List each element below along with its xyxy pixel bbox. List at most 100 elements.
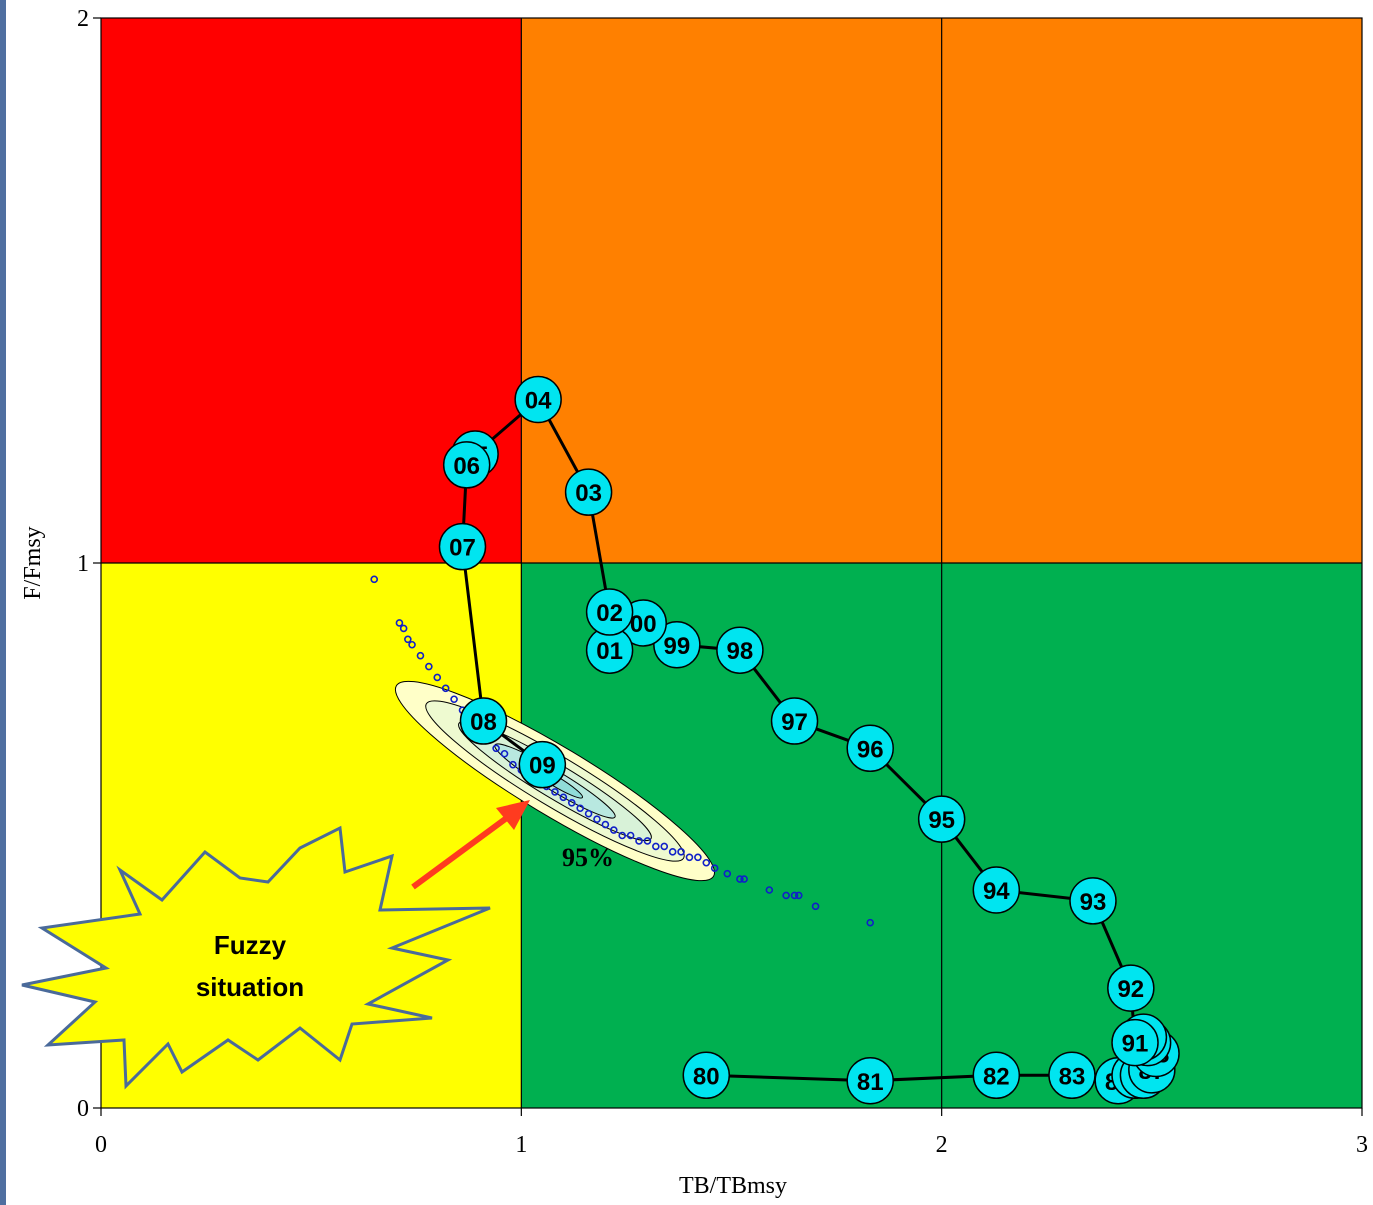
x-axis-title: TB/TBmsy — [679, 1173, 787, 1199]
year-marker-91: 91 — [1111, 1018, 1159, 1067]
year-marker-circle — [514, 375, 562, 424]
year-marker-03: 03 — [564, 468, 613, 516]
y-axis-title: F/Fmsy — [20, 526, 46, 599]
mcmc-point — [635, 837, 643, 845]
year-marker-label: 92 — [1117, 976, 1144, 1003]
y-tick-label: 0 — [77, 1096, 89, 1122]
mcmc-point — [416, 651, 425, 660]
year-marker-04: 04 — [514, 375, 562, 424]
year-marker-label: 97 — [781, 709, 808, 736]
mcmc-point — [618, 831, 627, 840]
year-marker-circle — [770, 697, 819, 745]
year-marker-label: 03 — [575, 480, 602, 507]
mcmc-point — [551, 788, 559, 796]
mcmc-point — [677, 848, 685, 856]
year-marker-circle — [585, 588, 634, 636]
mcmc-point — [790, 891, 799, 900]
year-marker-circle — [972, 866, 1021, 914]
year-marker-label: 06 — [453, 453, 480, 480]
year-marker-circle — [917, 795, 966, 843]
year-marker-label: 95 — [928, 807, 955, 834]
mcmc-point — [593, 815, 601, 823]
fuzzy-label-line2: situation — [196, 972, 304, 1002]
mcmc-point — [559, 793, 568, 802]
mcmc-point — [702, 858, 711, 867]
mcmc-point — [450, 695, 458, 704]
year-marker-83: 83 — [1048, 1051, 1096, 1100]
year-marker-label: 80 — [693, 1063, 720, 1090]
year-marker-circle — [564, 468, 613, 516]
mcmc-point — [370, 575, 379, 584]
year-marker-label: 83 — [1059, 1063, 1086, 1090]
mcmc-point — [441, 684, 450, 693]
year-marker-circle — [1048, 1051, 1096, 1100]
mcmc-point — [399, 624, 408, 633]
year-marker-93: 93 — [1069, 877, 1117, 925]
mcmc-point — [643, 837, 652, 845]
mcmc-point — [652, 842, 660, 851]
mcmc-point — [866, 918, 875, 927]
mcmc-point — [685, 853, 694, 862]
mcmc-point — [492, 744, 500, 753]
x-tick-label: 2 — [936, 1132, 948, 1158]
mcmc-point — [404, 635, 412, 644]
year-marker-label: 91 — [1122, 1031, 1149, 1058]
mcmc-point — [736, 875, 744, 883]
fuzzy-arrow-head — [496, 800, 530, 830]
mcmc-point — [668, 848, 677, 856]
mcmc-point — [408, 640, 416, 649]
mcmc-point — [765, 886, 774, 894]
year-marker-08: 08 — [459, 697, 508, 745]
year-marker-label: 94 — [983, 878, 1010, 905]
trajectory-markers: 8081828384858687888990919293949596979899… — [438, 375, 1180, 1105]
year-marker-label: 04 — [525, 388, 552, 415]
year-marker-label: 07 — [449, 535, 476, 562]
year-marker-97: 97 — [770, 697, 819, 745]
fuzzy-burst-shape — [21, 825, 491, 1090]
year-marker-06: 06 — [442, 441, 491, 489]
mcmc-point — [794, 891, 803, 900]
mcmc-point — [740, 875, 748, 883]
year-marker-label: 09 — [529, 753, 556, 780]
mcmc-point — [584, 809, 593, 818]
mcmc-point — [610, 826, 618, 834]
year-marker-label: 00 — [630, 611, 657, 638]
year-marker-98: 98 — [716, 626, 764, 674]
year-marker-circle — [459, 697, 508, 745]
year-marker-label: 81 — [857, 1069, 884, 1096]
mcmc-point — [500, 749, 509, 758]
y-tick-label: 1 — [77, 551, 89, 577]
mcmc-point — [395, 619, 404, 627]
year-marker-82: 82 — [972, 1051, 1021, 1100]
year-marker-92: 92 — [1107, 964, 1155, 1012]
mcmc-point — [433, 673, 442, 682]
year-marker-circle — [846, 1057, 894, 1105]
year-marker-circle — [442, 441, 491, 489]
year-marker-label: 82 — [983, 1063, 1010, 1090]
year-marker-circle — [846, 724, 894, 773]
year-marker-circle — [716, 626, 764, 674]
fuzzy-label-line1: Fuzzy — [214, 930, 287, 960]
gridlines — [101, 18, 1362, 1108]
year-marker-96: 96 — [846, 724, 894, 773]
year-marker-circle — [1111, 1018, 1159, 1067]
year-marker-07: 07 — [438, 522, 487, 571]
year-marker-label: 99 — [664, 633, 691, 660]
year-marker-label: 98 — [727, 638, 754, 665]
year-marker-label: 93 — [1080, 889, 1107, 916]
year-marker-02: 02 — [585, 588, 634, 636]
year-marker-circle — [1107, 964, 1155, 1012]
year-marker-circle — [972, 1051, 1021, 1100]
mcmc-point — [425, 662, 433, 671]
mcmc-point — [601, 820, 610, 829]
year-marker-circle — [518, 740, 567, 789]
year-marker-circle — [438, 522, 487, 571]
year-marker-circle — [653, 621, 701, 669]
mcmc-point — [509, 760, 517, 769]
year-marker-circle — [1069, 877, 1117, 925]
year-marker-94: 94 — [972, 866, 1021, 914]
year-marker-label: 96 — [857, 736, 884, 763]
mcmc-point — [626, 831, 635, 840]
